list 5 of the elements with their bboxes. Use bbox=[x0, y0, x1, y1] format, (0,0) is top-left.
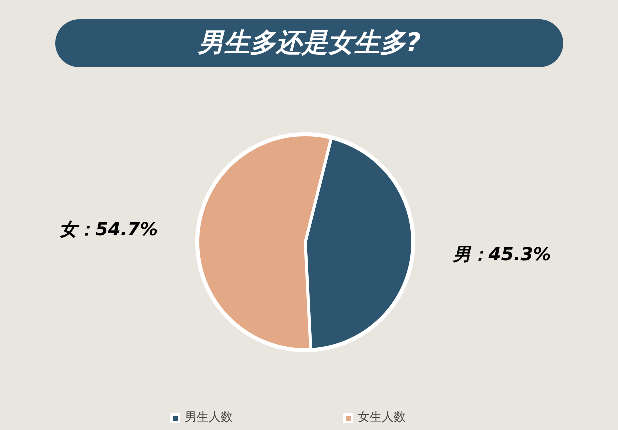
legend-label: 男生人数 bbox=[185, 409, 233, 426]
data-label: 女：54.7% bbox=[60, 220, 158, 241]
chart-title: 男生多还是女生多? bbox=[196, 28, 422, 58]
data-label: 男：45.3% bbox=[452, 244, 552, 266]
legend-label: 女生人数 bbox=[358, 409, 406, 426]
